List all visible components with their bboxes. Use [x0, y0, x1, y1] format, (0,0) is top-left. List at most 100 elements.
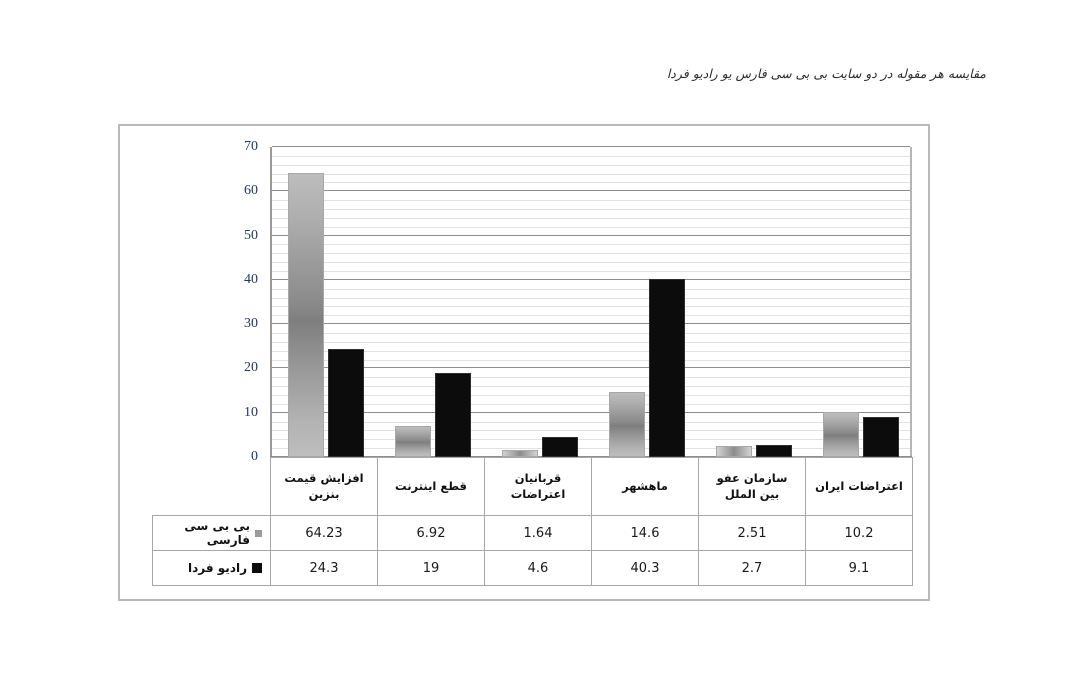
y-axis-tick-label: 70	[244, 139, 258, 154]
bar-series-1	[608, 392, 645, 457]
black-square-marker-icon	[252, 563, 262, 573]
y-axis-tick-label: 50	[244, 227, 258, 243]
bar-series-2	[541, 436, 578, 457]
gridline-major	[272, 411, 910, 413]
gridline-minor	[272, 430, 910, 432]
gridline-major	[272, 146, 910, 147]
gridline-minor	[272, 439, 910, 441]
gridline-minor	[272, 155, 910, 157]
page-title: مقایسه هر مقوله در دو سایت بی بی سی فارس…	[666, 66, 986, 81]
gridline-minor	[272, 386, 910, 388]
gridline-major	[272, 234, 910, 236]
gridline-minor	[272, 200, 910, 202]
y-axis-tick-label: 10	[244, 404, 258, 420]
table-value-cell: 10.2	[805, 515, 913, 551]
category-label: سازمان عفو بین الملل	[716, 470, 788, 501]
bar-series-2	[755, 445, 792, 457]
y-axis-tick-label: 30	[244, 316, 258, 332]
table-column-header: ماهشهر	[591, 457, 699, 516]
table-value-cell: 2.7	[698, 550, 806, 586]
table-value-cell: 40.3	[591, 550, 699, 586]
table-column-header: سازمان عفو بین الملل	[698, 457, 806, 516]
gridline-minor	[272, 350, 910, 352]
gridline-major	[272, 190, 910, 192]
gridline-minor	[272, 217, 910, 219]
category-label: قطع اینترنت	[395, 478, 467, 493]
bar-series-2	[648, 278, 685, 457]
category-label: ماهشهر	[622, 478, 668, 493]
y-axis-tick-label: 40	[244, 271, 258, 287]
gridline-major	[272, 367, 910, 369]
gridline-minor	[272, 341, 910, 343]
gridline-minor	[272, 164, 910, 166]
y-axis-tick-label: 20	[244, 360, 258, 376]
gridline-major	[272, 278, 910, 280]
gridline-minor	[272, 333, 910, 334]
table-column-header: قطع اینترنت	[377, 457, 485, 516]
gridline-minor	[272, 244, 910, 246]
bar-series-2	[434, 372, 471, 457]
table-row: رادیو فردا 24.3 19 4.6 40.3 2.7 9.1	[152, 550, 913, 586]
bar-series-1	[822, 411, 859, 457]
table-column-header: اعتراضات ایران	[805, 457, 913, 516]
table-corner-cell	[152, 457, 271, 516]
chart-frame: 0 10 20 30 40 50 60 70 افزایش قیمت بنزین قطع این…	[118, 124, 930, 601]
bar-group	[593, 147, 700, 457]
legend-series-cell: رادیو فردا	[152, 550, 271, 586]
table-row: بی بی سی فارسی 64.23 6.92 1.64 14.6 2.51 10.2	[152, 515, 913, 551]
bar-group	[807, 147, 914, 457]
table-column-header: افزایش قیمت بنزین	[270, 457, 378, 516]
gridline-minor	[272, 288, 910, 290]
table-value-cell: 6.92	[377, 515, 485, 551]
legend-series-cell: بی بی سی فارسی	[152, 515, 271, 551]
bar-series-2	[862, 416, 899, 457]
bar-series-1	[287, 172, 324, 457]
bar-group	[486, 147, 593, 457]
table-value-cell: 4.6	[484, 550, 592, 586]
y-axis: 0 10 20 30 40 50 60 70	[220, 139, 266, 464]
gridline-minor	[272, 359, 910, 361]
bar-series-1	[394, 426, 431, 457]
bar-group	[379, 147, 486, 457]
table-value-cell: 2.51	[698, 515, 806, 551]
gridline-minor	[272, 253, 910, 255]
legend-series-label: بی بی سی فارسی	[184, 519, 250, 547]
gridline-minor	[272, 395, 910, 396]
gridline-minor	[272, 448, 910, 450]
bar-group	[272, 147, 379, 457]
gridline-minor	[272, 262, 910, 264]
table-value-cell: 19	[377, 550, 485, 586]
gridline-minor	[272, 297, 910, 299]
gridline-major	[272, 456, 910, 457]
bar-group	[700, 147, 807, 457]
bar-series-2	[327, 349, 364, 457]
plot-area	[270, 146, 914, 459]
table-column-header: قربانیان اعتراضات	[484, 457, 592, 516]
y-axis-tick-label: 0	[251, 449, 258, 464]
table-value-cell: 14.6	[591, 515, 699, 551]
bar-series-1	[715, 445, 752, 457]
gridline-minor	[272, 209, 910, 210]
category-label: اعتراضات ایران	[815, 478, 903, 493]
category-label: افزایش قیمت بنزین	[284, 470, 364, 501]
gridline-minor	[272, 173, 910, 175]
gridline-minor	[272, 421, 910, 423]
legend-series-label: رادیو فردا	[188, 561, 247, 575]
category-label: قربانیان اعتراضات	[510, 470, 566, 501]
data-table: افزایش قیمت بنزین قطع اینترنت قربانیان اعت…	[152, 457, 913, 586]
gridline-minor	[272, 306, 910, 308]
gray-square-marker-icon	[255, 529, 262, 537]
gridline-minor	[272, 403, 910, 405]
table-value-cell: 9.1	[805, 550, 913, 586]
gridline-minor	[272, 377, 910, 379]
gridline-minor	[272, 271, 910, 272]
gridline-minor	[272, 226, 910, 228]
table-value-cell: 24.3	[270, 550, 378, 586]
gridline-major	[272, 323, 910, 325]
gridline-minor	[272, 315, 910, 317]
table-header-row: افزایش قیمت بنزین قطع اینترنت قربانیان اعت…	[152, 457, 913, 516]
bar-series-1	[501, 449, 538, 457]
gridline-minor	[272, 182, 910, 184]
table-value-cell: 1.64	[484, 515, 592, 551]
